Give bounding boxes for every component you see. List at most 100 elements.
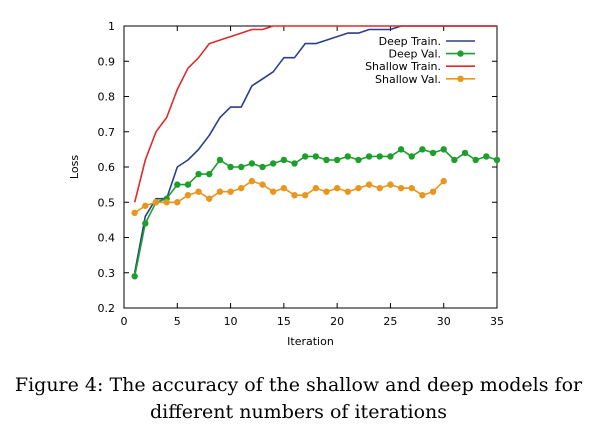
deep-val-point [174,181,181,188]
shallow-val-point [280,184,288,192]
plot-frame [123,25,498,309]
deep-val-point [312,153,320,160]
shallow-val-point [419,192,426,199]
deep-val-point [472,156,479,164]
y-tick-label: 0.9 [98,55,116,68]
shallow-val-point [291,192,298,199]
y-axis-label: Loss [68,155,81,179]
shallow-val-point [174,199,181,206]
shallow-val-point [397,184,405,192]
legend-label-shallow-train: Shallow Train. [365,60,441,73]
shallow-val-point [408,184,415,192]
series-layer [131,25,501,280]
deep-val-point [184,181,192,188]
deep-val-point [238,163,245,171]
deep-val-point [206,170,213,178]
shallow-val-point [259,181,266,188]
shallow-val-point [333,184,341,192]
shallow-val-point [376,184,383,192]
y-tick-label: 0.3 [98,267,116,280]
legend-label-shallow-val: Shallow Val. [375,73,441,86]
shallow-val-point [142,202,149,209]
deep-val-point [333,156,341,164]
shallow-val-point [206,195,213,202]
deep-val-point [344,153,351,160]
deep-val-point [440,146,447,153]
deep-val-line [133,148,498,277]
deep-val-point [323,156,330,164]
x-tick-label: 15 [277,315,291,328]
deep-val-point [483,153,490,160]
x-tick-label: 25 [383,315,397,328]
shallow-val-line [134,180,445,214]
deep-val-point [355,156,362,164]
y-tick-label: 0.7 [98,126,116,139]
shallow-val-point [355,184,362,192]
deep-val-point [387,153,394,160]
legend: Deep Train.Deep Val.Shallow Train.Shallo… [365,35,475,86]
deep-val-point [259,163,266,171]
shallow-val-point [323,188,330,195]
shallow-val-point [163,199,170,206]
shallow-val-point [440,177,447,185]
shallow-val-point [365,181,373,188]
deep-val-point [270,160,277,167]
shallow-val-point [184,192,192,199]
legend-label-deep-train: Deep Train. [379,35,441,48]
deep-val-point [216,156,224,164]
line-chart: 0 5 10 15 20 25 30 350.20.30.40.50.60.70.80.91 … [68,20,505,348]
deep-val-point [408,153,415,160]
shallow-val-point [227,188,234,195]
x-tick-label: 10 [224,315,238,328]
deep-val-point [451,156,458,164]
y-tick-label: 0.2 [98,302,116,315]
deep-val-point [429,149,437,157]
shallow-val-point [152,199,160,206]
x-tick-label: 5 [174,315,181,328]
shallow-val-point [301,192,309,199]
deep-val-point [419,146,426,153]
deep-val-point [248,160,256,167]
y-tick-label: 1 [108,20,115,33]
shallow-val-point [238,184,245,192]
x-axis-label: Iteration [287,335,334,348]
deep-val-point [227,163,234,171]
legend-marker-shallow-val [457,75,464,83]
x-tick-label: 35 [490,315,504,328]
deep-val-point [493,156,501,164]
shallow-val-point [195,188,202,195]
x-tick-label: 20 [330,315,344,328]
caption-line-2: different numbers of iterations [149,401,447,423]
axis-ticks: 0 5 10 15 20 25 30 35 0.2 0.3 0.4 0.5 0.6 0.7 0.8 0.9 1 [98,20,505,328]
y-tick-label: 0.6 [98,161,116,174]
shallow-val-point [387,181,394,188]
deep-val-point [365,153,373,160]
legend-label-deep-val: Deep Val. [389,48,441,61]
deep-val-point [142,220,149,227]
shallow-val-point [270,188,277,195]
y-tick-label: 0.8 [98,91,116,104]
shallow-val-point [312,184,320,192]
deep-val-point [131,273,138,280]
deep-val-point [195,170,202,178]
shallow-train-line [133,25,497,203]
x-tick-label: 30 [437,315,451,328]
deep-val-point [376,153,383,160]
x-tick-label: 0 [121,315,128,328]
shallow-val-point [216,188,224,195]
shallow-val-point [429,188,437,195]
deep-val-point [280,156,288,164]
y-tick-label: 0.4 [98,232,116,245]
shallow-val-point [344,188,351,195]
figure-caption: Figure 4: The accuracy of the shallow an… [0,372,597,426]
deep-val-point [291,160,298,167]
deep-val-point [461,149,469,157]
caption-line-1: Figure 4: The accuracy of the shallow an… [14,374,583,396]
shallow-val-point [131,209,138,217]
deep-val-point [301,153,309,160]
legend-marker-deep-val [457,50,464,57]
deep-val-point [397,146,405,153]
shallow-val-point [248,177,256,185]
y-tick-label: 0.5 [98,196,116,209]
